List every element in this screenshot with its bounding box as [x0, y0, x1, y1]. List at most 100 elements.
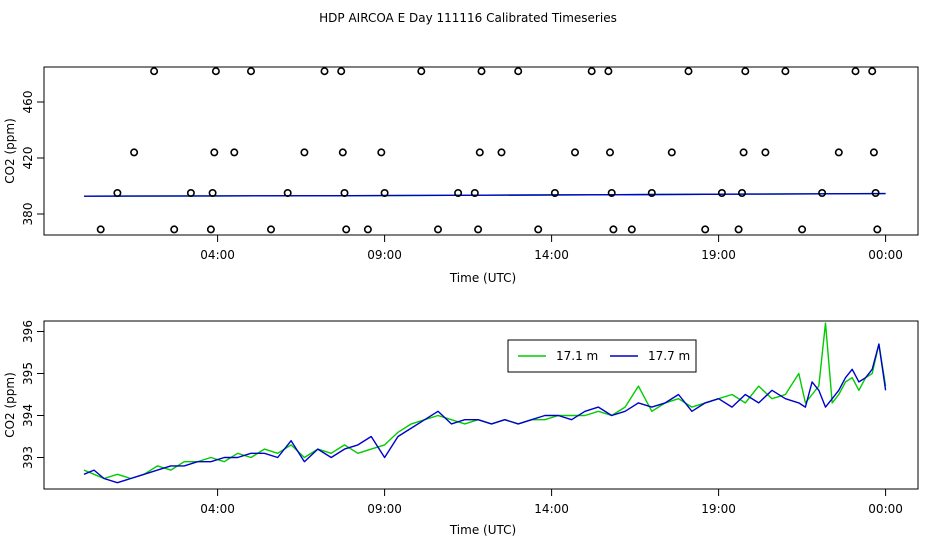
calibration-point [627, 225, 636, 234]
y-tick-label: 380 [21, 203, 35, 226]
top-series-lines [83, 192, 886, 197]
calibration-point [475, 148, 484, 157]
calibration-point [607, 189, 616, 198]
calibration-panel: 04:00 09:00 14:00 19:00 00:00 380 420 460 Time… [3, 66, 919, 285]
top-y-axis: 380 420 460 [21, 91, 44, 226]
calibration-point [377, 148, 386, 157]
calibration-point [604, 67, 613, 76]
calibration-point [534, 225, 543, 234]
legend: 17.1 m 17.7 m [507, 339, 697, 373]
calibration-point [363, 225, 372, 234]
top-plot-frame [43, 66, 919, 236]
calibration-point [150, 67, 159, 76]
calibration-point [570, 148, 579, 157]
calibration-point [781, 67, 790, 76]
bottom-y-axis: 393 394 395 396 [21, 320, 44, 469]
x-tick-label: 04:00 [200, 248, 235, 262]
calibration-point [130, 148, 139, 157]
calibration-point [477, 67, 486, 76]
calibration-point [206, 225, 215, 234]
calibration-point [170, 225, 179, 234]
calibration-point [320, 67, 329, 76]
calibration-point [734, 225, 743, 234]
calibration-point [380, 189, 389, 198]
timeseries-panel: 04:00 09:00 14:00 19:00 00:00 393 394 395 396 T… [3, 320, 919, 537]
top-x-axis: 04:00 09:00 14:00 19:00 00:00 [200, 235, 903, 262]
calibration-point [834, 148, 843, 157]
x-tick-label: 14:00 [534, 502, 569, 516]
calibration-point [737, 189, 746, 198]
calibration-point [186, 189, 195, 198]
y-tick-label: 460 [21, 91, 35, 114]
x-tick-label: 09:00 [367, 248, 402, 262]
calibration-point [283, 189, 292, 198]
calibration-point [454, 189, 463, 198]
calibration-point [230, 148, 239, 157]
calibration-points [96, 67, 882, 234]
bottom-x-axis-label: Time (UTC) [449, 523, 516, 537]
calibration-point [211, 67, 220, 76]
x-tick-label: 19:00 [701, 248, 736, 262]
calibration-point [208, 189, 217, 198]
calibration-point [96, 225, 105, 234]
calibration-point [684, 67, 693, 76]
y-tick-label: 395 [21, 362, 35, 385]
calibration-point [667, 148, 676, 157]
calibration-point [474, 225, 483, 234]
calibration-point [587, 67, 596, 76]
calibration-point [609, 225, 618, 234]
calibration-point [210, 148, 219, 157]
y-tick-label: 393 [21, 446, 35, 469]
calibration-point [514, 67, 523, 76]
calibration-point [337, 67, 346, 76]
calibration-point [871, 189, 880, 198]
calibration-point [761, 148, 770, 157]
calibration-point [798, 225, 807, 234]
calibration-point [739, 148, 748, 157]
calibration-point [851, 67, 860, 76]
x-tick-label: 00:00 [868, 502, 903, 516]
calibration-point [417, 67, 426, 76]
calibration-point [338, 148, 347, 157]
bottom-y-axis-label: CO2 (ppm) [3, 372, 17, 438]
x-tick-label: 04:00 [200, 502, 235, 516]
bottom-plot-frame [43, 320, 919, 490]
bottom-series-lines [83, 322, 887, 484]
calibration-point [266, 225, 275, 234]
calibration-point [869, 148, 878, 157]
legend-label-17-1m: 17.1 m [556, 349, 598, 363]
x-tick-label: 14:00 [534, 248, 569, 262]
y-tick-label: 420 [21, 147, 35, 170]
y-tick-label: 396 [21, 320, 35, 343]
x-tick-label: 00:00 [868, 248, 903, 262]
calibration-point [497, 148, 506, 157]
series-line-17-7-m [83, 343, 887, 484]
calibration-point [741, 67, 750, 76]
top-x-axis-label: Time (UTC) [449, 271, 516, 285]
x-tick-label: 19:00 [701, 502, 736, 516]
calibration-point [433, 225, 442, 234]
x-tick-label: 09:00 [367, 502, 402, 516]
legend-label-17-7m: 17.7 m [648, 349, 690, 363]
calibration-point [247, 67, 256, 76]
top-y-axis-label: CO2 (ppm) [3, 118, 17, 184]
calibration-point [342, 225, 351, 234]
calibration-point [873, 225, 882, 234]
page-title: HDP AIRCOA E Day 111116 Calibrated Times… [319, 11, 617, 25]
calibration-point [647, 189, 656, 198]
calibration-point [717, 189, 726, 198]
calibration-point [701, 225, 710, 234]
calibration-point [340, 189, 349, 198]
bottom-x-axis: 04:00 09:00 14:00 19:00 00:00 [200, 489, 903, 516]
series-line-1 [83, 192, 886, 197]
calibration-point [868, 67, 877, 76]
calibration-point [300, 148, 309, 157]
calibration-point [550, 189, 559, 198]
calibration-point [605, 148, 614, 157]
y-tick-label: 394 [21, 404, 35, 427]
series-line-17-1-m [83, 322, 887, 480]
calibration-point [113, 189, 122, 198]
calibration-point [470, 189, 479, 198]
